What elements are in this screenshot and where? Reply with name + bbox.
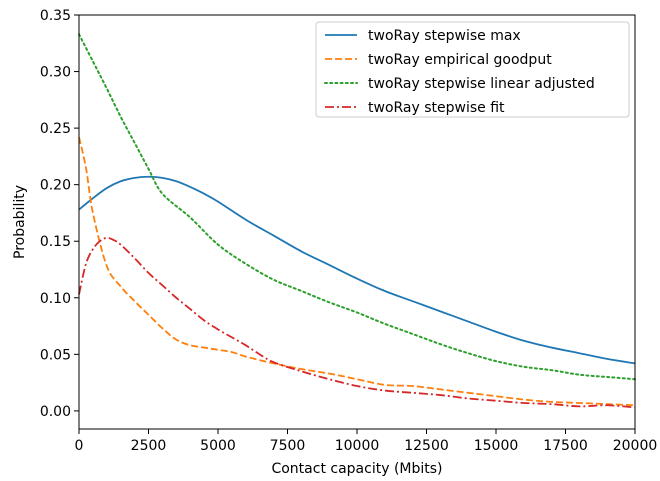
series-line-2: [78, 136, 636, 407]
series-line-3: [78, 33, 636, 381]
y-axis-ticks: 0.00 0.05 0.10 0.15 0.20 0.25 0.30 0.35: [40, 8, 79, 420]
y-axis-label: Probability: [12, 185, 28, 259]
x-tick-label: 20000: [613, 438, 658, 454]
x-tick-label: 2500: [131, 438, 167, 454]
x-tick-label: 17500: [543, 438, 588, 454]
y-tick-label: 0.20: [40, 178, 71, 194]
series-line-1: [78, 175, 636, 365]
legend-label-2: twoRay empirical goodput: [368, 52, 552, 68]
x-tick-label: 5000: [200, 438, 236, 454]
y-tick-label: 0.25: [40, 121, 71, 137]
y-tick-label: 0.30: [40, 65, 71, 81]
x-axis-ticks: 0 2500 5000 7500 10000 12500 15000 17500 20000: [75, 429, 658, 454]
x-tick-label: 0: [75, 438, 84, 454]
series-line-4: [78, 236, 636, 409]
y-tick-label: 0.05: [40, 347, 71, 363]
y-tick-label: 0.10: [40, 291, 71, 307]
y-tick-label: 0.00: [40, 404, 71, 420]
y-tick-label: 0.15: [40, 234, 71, 250]
plot-frame: [78, 14, 636, 430]
legend-box: [315, 21, 630, 118]
x-axis-label: Contact capacity (Mbits): [271, 461, 442, 477]
legend-label-3: twoRay stepwise linear adjusted: [368, 76, 595, 92]
legend: twoRay stepwise max twoRay empirical good…: [315, 21, 630, 118]
x-tick-label: 12500: [404, 438, 449, 454]
series-layer: [78, 33, 636, 409]
x-tick-label: 10000: [335, 438, 380, 454]
legend-label-4: twoRay stepwise fit: [368, 100, 505, 116]
x-tick-label: 7500: [270, 438, 306, 454]
x-tick-label: 15000: [474, 438, 519, 454]
y-tick-label: 0.35: [40, 8, 71, 24]
legend-label-1: twoRay stepwise max: [368, 28, 521, 44]
